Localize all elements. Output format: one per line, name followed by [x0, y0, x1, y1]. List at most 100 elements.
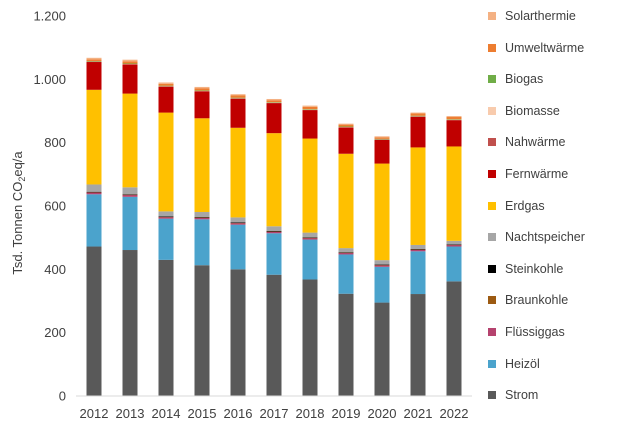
- bar-segment: [338, 252, 354, 255]
- bar-segment: [122, 194, 138, 195]
- bar-segment: [122, 250, 138, 396]
- bar-segment: [410, 112, 426, 114]
- legend-swatch: [488, 296, 496, 305]
- legend-label: Biomasse: [505, 103, 560, 118]
- bar-segment: [338, 252, 354, 254]
- bar-segment: [302, 237, 318, 238]
- legend-item: Solarthermie: [488, 8, 576, 24]
- bar-segment: [338, 124, 354, 127]
- bar-segment: [302, 110, 318, 139]
- bar-segment: [122, 64, 138, 65]
- bar-segment: [374, 264, 390, 266]
- legend-swatch: [488, 233, 496, 242]
- bar-segment: [86, 61, 102, 62]
- legend-item: Strom: [488, 387, 538, 403]
- legend-swatch: [488, 359, 496, 368]
- bar-segment: [302, 232, 318, 238]
- bar-segment: [302, 237, 318, 240]
- y-tick-label: 400: [44, 262, 66, 277]
- legend-label: Heizöl: [505, 356, 540, 371]
- legend-label: Strom: [505, 388, 539, 403]
- legend-swatch: [488, 138, 496, 147]
- x-tick-label: 2012: [80, 406, 109, 421]
- bar-segment: [194, 91, 210, 92]
- bar-segment: [194, 217, 210, 218]
- bar-segment: [446, 240, 462, 245]
- bar-segment: [374, 138, 390, 140]
- bar-segment: [374, 137, 390, 139]
- bar-segment: [374, 139, 390, 164]
- legend-swatch: [488, 43, 496, 52]
- bar-segment: [410, 251, 426, 295]
- bar-segment: [374, 264, 390, 266]
- bar-segment: [446, 281, 462, 396]
- bar-segment: [122, 93, 138, 188]
- x-tick-label: 2014: [152, 406, 181, 421]
- bar-segment: [410, 116, 426, 148]
- legend-item: Steinkohle: [488, 261, 563, 277]
- bar-segment: [158, 82, 174, 84]
- bar-segment: [230, 269, 246, 396]
- bar-segment: [266, 103, 282, 134]
- y-tick-label: 1.200: [33, 9, 66, 24]
- bar-segment: [302, 105, 318, 107]
- bar-segment: [194, 265, 210, 396]
- bar-segment: [230, 217, 246, 223]
- bar-segment: [158, 217, 174, 219]
- bar-segment: [374, 163, 390, 261]
- y-tick-label: 600: [44, 199, 66, 214]
- bar-segment: [230, 98, 246, 99]
- bar-segment: [230, 223, 246, 225]
- bar-segment: [302, 279, 318, 396]
- bar-segment: [86, 192, 102, 195]
- bar-segment: [266, 98, 282, 101]
- legend-swatch: [488, 106, 496, 115]
- bar-segment: [266, 102, 282, 103]
- bar-segment: [374, 139, 390, 140]
- legend-item: Heizöl: [488, 356, 540, 372]
- y-tick-label: 1.000: [33, 72, 66, 87]
- bar-segment: [230, 98, 246, 128]
- legend-item: Umweltwärme: [488, 40, 584, 56]
- bar-segment: [338, 248, 354, 253]
- bar-segment: [338, 153, 354, 249]
- legend-item: Braunkohle: [488, 292, 568, 308]
- legend-item: Flüssiggas: [488, 324, 565, 340]
- legend-item: Biogas: [488, 71, 543, 87]
- bar-segment: [158, 86, 174, 87]
- bar-segment: [446, 116, 462, 118]
- bar-segment: [158, 112, 174, 212]
- bar-segment: [410, 116, 426, 117]
- x-tick-label: 2022: [440, 406, 469, 421]
- bar-segment: [374, 260, 390, 265]
- x-tick-label: 2016: [224, 406, 253, 421]
- bar-segment: [194, 219, 210, 266]
- bar-segment: [446, 119, 462, 121]
- bar-segment: [194, 88, 210, 91]
- y-tick-label: 200: [44, 325, 66, 340]
- legend-item: Nahwärme: [488, 134, 565, 150]
- bar-segment: [158, 86, 174, 113]
- bar-segment: [158, 216, 174, 217]
- legend-label: Steinkohle: [505, 261, 564, 276]
- bar-segment: [410, 249, 426, 250]
- bar-segment: [86, 61, 102, 90]
- y-axis-title-tail: eq/a: [10, 151, 25, 177]
- bar-segment: [194, 217, 210, 220]
- bar-segment: [230, 127, 246, 218]
- bar-segment: [230, 95, 246, 98]
- legend-swatch: [488, 201, 496, 210]
- bar-segment: [230, 224, 246, 270]
- bar-segment: [410, 244, 426, 250]
- x-tick-label: 2017: [260, 406, 289, 421]
- legend-label: Biogas: [505, 72, 544, 87]
- bar-segment: [338, 126, 354, 128]
- legend-item: Nachtspeicher: [488, 229, 585, 245]
- bars: [86, 57, 462, 396]
- bar-segment: [158, 218, 174, 260]
- legend-label: Nachtspeicher: [505, 230, 585, 245]
- bar-segment: [410, 147, 426, 245]
- bar-segment: [86, 246, 102, 396]
- bar-segment: [374, 266, 390, 303]
- bar-segment: [122, 61, 138, 64]
